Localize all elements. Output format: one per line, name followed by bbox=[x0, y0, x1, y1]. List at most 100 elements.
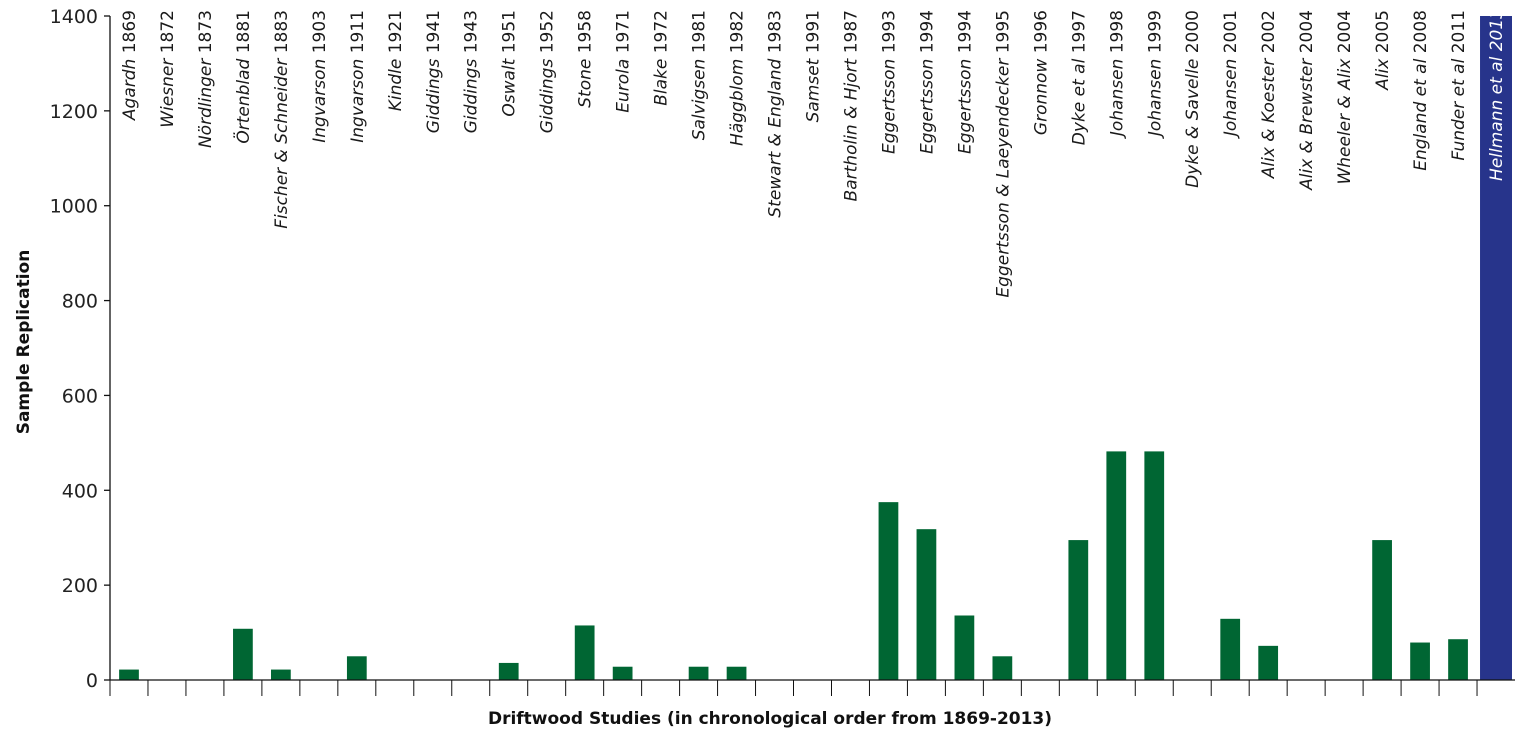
category-year: 1995 bbox=[993, 10, 1013, 53]
category-year: 1921 bbox=[386, 10, 406, 53]
category-label: Fischer & Schneider 1883 bbox=[272, 10, 292, 229]
category-author: Häggblom bbox=[728, 59, 748, 146]
category-label: Eggertsson 1994 bbox=[917, 10, 937, 154]
category-author: Blake bbox=[652, 59, 672, 106]
bar bbox=[119, 669, 139, 680]
category-year: 1994 bbox=[917, 10, 937, 53]
bar bbox=[916, 529, 937, 680]
category-label: Dyke et al 1997 bbox=[1069, 10, 1089, 145]
category-author: Alix & Brewster bbox=[1297, 58, 1317, 191]
category-author: Kindle bbox=[386, 59, 406, 112]
category-label: Johansen 2001 bbox=[1221, 10, 1241, 139]
category-label: Gronnow 1996 bbox=[1031, 10, 1051, 135]
bar bbox=[1144, 451, 1165, 680]
bar bbox=[1068, 540, 1089, 680]
category-year: 1873 bbox=[196, 10, 216, 53]
category-label: Hellmann et al 2013 bbox=[1487, 8, 1507, 181]
category-author: Alix bbox=[1373, 58, 1393, 91]
category-year: 2005 bbox=[1373, 10, 1393, 53]
bar bbox=[688, 666, 709, 680]
y-tick-label: 600 bbox=[62, 385, 98, 407]
category-author: Giddings bbox=[424, 59, 444, 134]
category-author: Samset bbox=[804, 57, 824, 122]
category-year: 1993 bbox=[879, 10, 899, 53]
y-tick-label: 400 bbox=[62, 480, 98, 502]
category-label: Alix & Brewster 2004 bbox=[1297, 10, 1317, 191]
bar bbox=[1106, 451, 1127, 680]
category-year: 2000 bbox=[1183, 10, 1203, 53]
highlight-bar bbox=[1480, 16, 1512, 680]
category-label: Eurola 1971 bbox=[614, 10, 634, 113]
category-year: 2008 bbox=[1411, 10, 1431, 53]
y-tick-label: 1200 bbox=[50, 101, 98, 123]
category-label: Häggblom 1982 bbox=[728, 10, 748, 146]
category-author: Giddings bbox=[462, 59, 482, 134]
bar bbox=[954, 615, 975, 680]
category-author: Wheeler & Alix bbox=[1335, 58, 1355, 185]
bar bbox=[992, 656, 1013, 680]
category-year: 1991 bbox=[804, 10, 824, 53]
category-author: Oswalt bbox=[500, 57, 520, 116]
category-author: Eggertsson bbox=[879, 59, 899, 154]
category-label: Giddings 1943 bbox=[462, 10, 482, 133]
category-label: Oswalt 1951 bbox=[500, 10, 520, 117]
category-label: Wheeler & Alix 2004 bbox=[1335, 10, 1355, 185]
category-year: 2002 bbox=[1259, 10, 1279, 53]
category-year: 1996 bbox=[1031, 10, 1051, 53]
category-year: 1952 bbox=[538, 10, 558, 53]
category-author: Örtenblad bbox=[232, 58, 254, 143]
category-label: Salvigsen 1981 bbox=[690, 10, 710, 140]
bar bbox=[1372, 540, 1392, 680]
category-year: 1941 bbox=[424, 10, 444, 53]
category-year: 1881 bbox=[234, 10, 254, 53]
category-year: 1972 bbox=[652, 10, 672, 53]
category-author: Ingvarson bbox=[348, 59, 368, 143]
bar bbox=[233, 628, 253, 680]
category-year: 1999 bbox=[1145, 10, 1165, 53]
bar bbox=[1448, 639, 1468, 680]
category-author: Eggertsson & Laeyendecker bbox=[993, 58, 1013, 298]
bar bbox=[1258, 645, 1279, 680]
bar bbox=[498, 662, 519, 680]
bar bbox=[878, 502, 899, 680]
category-author: Johansen bbox=[1145, 59, 1165, 139]
category-author: Giddings bbox=[538, 59, 558, 134]
category-author: Agardh bbox=[120, 59, 140, 121]
category-author: Dyke et al bbox=[1069, 58, 1089, 145]
bar bbox=[726, 666, 747, 680]
category-author: Salvigsen bbox=[690, 59, 710, 141]
category-label: Ingvarson 1903 bbox=[310, 10, 330, 143]
category-label: Örtenblad 1881 bbox=[232, 10, 254, 144]
category-label: Nördlinger 1873 bbox=[196, 10, 216, 148]
bar bbox=[1410, 642, 1430, 680]
category-author: Fischer & Schneider bbox=[272, 58, 292, 229]
category-label: Dyke & Savelle 2000 bbox=[1183, 10, 1203, 188]
category-label: Bartholin & Hjort 1987 bbox=[841, 10, 861, 201]
category-year: 1903 bbox=[310, 10, 330, 53]
x-axis-title: Driftwood Studies (in chronological orde… bbox=[488, 709, 1052, 729]
category-year: 1983 bbox=[766, 10, 786, 53]
category-author: Nördlinger bbox=[196, 58, 216, 148]
category-author: Johansen bbox=[1107, 59, 1127, 139]
category-label: Eggertsson 1993 bbox=[879, 10, 899, 154]
category-label: Stone 1958 bbox=[576, 10, 596, 108]
y-tick-label: 800 bbox=[62, 291, 98, 313]
category-author: England et al bbox=[1411, 58, 1431, 170]
category-year: 1987 bbox=[841, 10, 861, 53]
category-label: Agardh 1869 bbox=[120, 10, 140, 121]
category-author: Ingvarson bbox=[310, 59, 330, 143]
category-year: 1982 bbox=[728, 10, 748, 53]
bar bbox=[1220, 618, 1241, 680]
category-year: 2004 bbox=[1297, 10, 1317, 53]
category-year: 2004 bbox=[1335, 10, 1355, 53]
category-label: Blake 1972 bbox=[652, 10, 672, 106]
category-label: Wiesner 1872 bbox=[158, 10, 178, 128]
category-label: Johansen 1998 bbox=[1107, 10, 1127, 139]
category-year: 1911 bbox=[348, 10, 368, 53]
category-year: 1869 bbox=[120, 10, 140, 53]
y-tick-label: 1400 bbox=[50, 6, 98, 28]
category-author: Stewart & England bbox=[766, 58, 786, 217]
category-year: 1994 bbox=[955, 10, 975, 53]
category-author: Funder et al bbox=[1449, 58, 1469, 160]
